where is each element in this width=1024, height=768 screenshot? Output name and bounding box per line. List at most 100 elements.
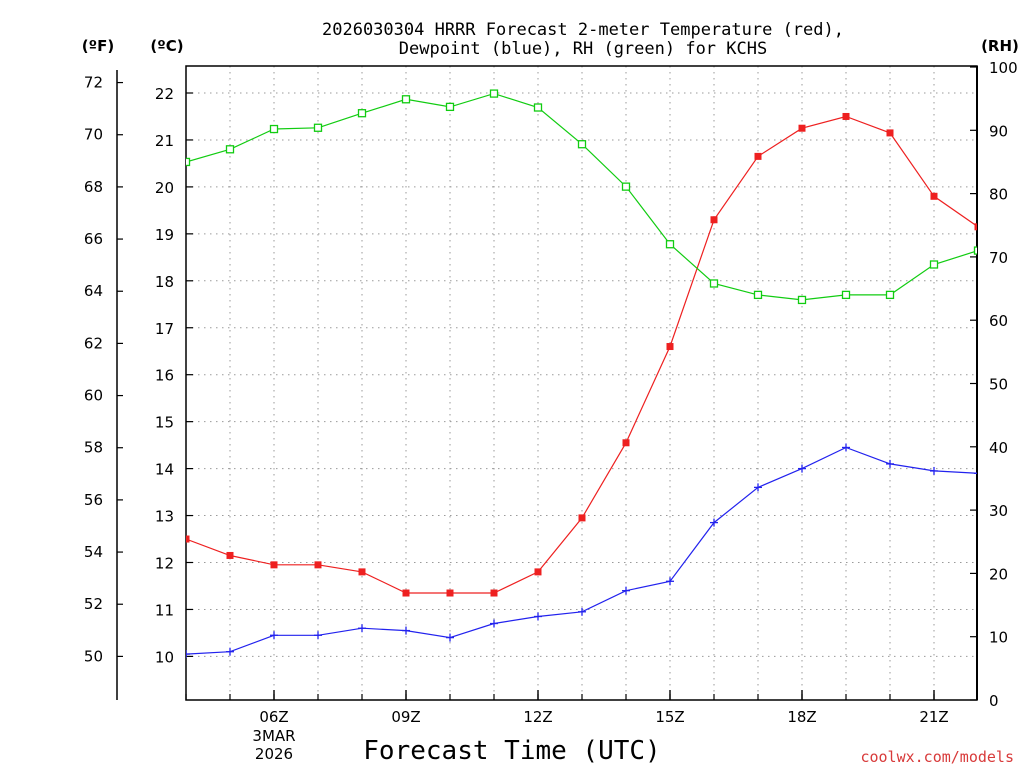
2-meter-temperature-point — [886, 129, 894, 137]
rh-point — [753, 290, 763, 300]
celsius-tick-label: 10 — [155, 648, 174, 666]
rh-tick-label: 60 — [989, 312, 1008, 330]
2-meter-temperature-point — [490, 589, 498, 597]
rh-tick-label: 50 — [989, 376, 1008, 394]
dewpoint-point — [842, 443, 850, 452]
fahrenheit-tick-label: 66 — [84, 230, 103, 248]
dewpoint-point — [798, 464, 806, 473]
2-meter-temperature-point — [446, 589, 454, 597]
2-meter-temperature-point — [930, 192, 938, 200]
fahrenheit-tick-label: 62 — [84, 334, 103, 352]
dewpoint-line — [186, 446, 977, 655]
dewpoint-point — [622, 586, 630, 595]
fahrenheit-tick-label: 72 — [84, 74, 103, 92]
2-meter-temperature-point — [186, 535, 190, 543]
celsius-tick-label: 22 — [155, 85, 174, 103]
rh-point — [929, 260, 939, 269]
dewpoint-point — [710, 518, 718, 527]
rh-tick-label: 100 — [989, 59, 1018, 77]
2-meter-temperature-point — [754, 152, 762, 160]
celsius-tick-label: 20 — [155, 179, 174, 197]
rh-point — [401, 95, 411, 104]
x-tick-label: 12Z — [523, 708, 552, 726]
data-series — [139, 89, 977, 659]
2-meter-temperature-point — [534, 568, 542, 576]
celsius-tick-label: 14 — [155, 461, 174, 479]
2-meter-temperature-point — [578, 514, 586, 522]
x-axis-label: Forecast Time (UTC) — [363, 736, 660, 766]
2-meter-temperature-point — [358, 568, 366, 576]
chart-title-line2: Dewpoint (blue), RH (green) for KCHS — [399, 39, 767, 59]
rh-point — [489, 89, 499, 98]
rh-point — [841, 290, 851, 300]
rh-tick-label: 0 — [989, 692, 999, 710]
x-date-month-label: 3MAR — [252, 727, 295, 745]
fahrenheit-tick-label: 70 — [84, 126, 103, 144]
rh-tick-label: 20 — [989, 565, 1008, 583]
rh-point — [577, 140, 587, 149]
2-meter-temperature-point — [622, 439, 630, 447]
rh-point — [186, 157, 191, 167]
dewpoint-point — [358, 624, 366, 633]
credit-link[interactable]: coolwx.com/models — [860, 748, 1014, 766]
rh-point — [665, 240, 675, 249]
2-meter-temperature-point — [314, 561, 322, 569]
rh-point — [709, 279, 719, 288]
dewpoint-point — [446, 633, 454, 642]
rh-point — [445, 102, 455, 112]
celsius-tick-label: 11 — [155, 601, 174, 619]
celsius-tick-label: 12 — [155, 555, 174, 573]
2-meter-temperature-point — [666, 343, 674, 351]
fahrenheit-tick-label: 54 — [84, 543, 103, 561]
2-meter-temperature-line — [186, 115, 977, 594]
rh-point — [533, 103, 543, 112]
rh-tick-label: 80 — [989, 186, 1008, 204]
rh-point — [313, 123, 323, 132]
dewpoint-point — [402, 626, 410, 635]
2-meter-temperature-point — [710, 216, 718, 224]
x-tick-label: 09Z — [391, 708, 420, 726]
x-tick-label: 18Z — [787, 708, 816, 726]
x-tick-label: 21Z — [919, 708, 948, 726]
rh-point — [621, 182, 631, 191]
dewpoint-point — [886, 459, 894, 468]
chart-title-line1: 2026030304 HRRR Forecast 2-meter Tempera… — [322, 20, 844, 40]
series-group — [139, 89, 977, 659]
dewpoint-point — [930, 466, 938, 475]
dewpoint-point — [754, 483, 762, 492]
fahrenheit-tick-label: 68 — [84, 178, 103, 196]
celsius-tick-label: 13 — [155, 508, 174, 526]
x-tick-label: 15Z — [655, 708, 684, 726]
dewpoint-point — [186, 650, 190, 659]
celsius-tick-label: 18 — [155, 273, 174, 291]
rh-point — [885, 290, 895, 300]
dewpoint-point — [226, 647, 234, 656]
fahrenheit-tick-label: 60 — [84, 387, 103, 405]
rh-tick-label: 70 — [989, 249, 1008, 267]
grid-lines — [185, 66, 977, 700]
celsius-axis-label: (ºC) — [150, 37, 183, 55]
dewpoint-point — [666, 577, 674, 586]
rh-point — [225, 145, 235, 154]
rh-point — [139, 158, 146, 165]
fahrenheit-tick-label: 50 — [84, 647, 103, 665]
plot-frame — [185, 65, 978, 701]
rh-point — [797, 295, 807, 305]
dewpoint-point — [490, 619, 498, 628]
rh-tick-label: 30 — [989, 502, 1008, 520]
2-meter-temperature-point — [270, 561, 278, 569]
fahrenheit-axis-label: (ºF) — [82, 37, 114, 55]
dewpoint-point — [534, 612, 542, 621]
celsius-tick-label: 15 — [155, 414, 174, 432]
x-date-year-label: 2026 — [255, 745, 293, 763]
celsius-tick-label: 19 — [155, 226, 174, 244]
2-meter-temperature-point — [226, 551, 234, 559]
2-meter-temperature-point — [974, 223, 977, 231]
rh-tick-label: 40 — [989, 439, 1008, 457]
2-meter-temperature-point — [842, 112, 850, 120]
rh-tick-label: 10 — [989, 629, 1008, 647]
celsius-tick-label: 21 — [155, 132, 174, 150]
fahrenheit-tick-label: 58 — [84, 439, 103, 457]
fahrenheit-tick-label: 64 — [84, 282, 103, 300]
